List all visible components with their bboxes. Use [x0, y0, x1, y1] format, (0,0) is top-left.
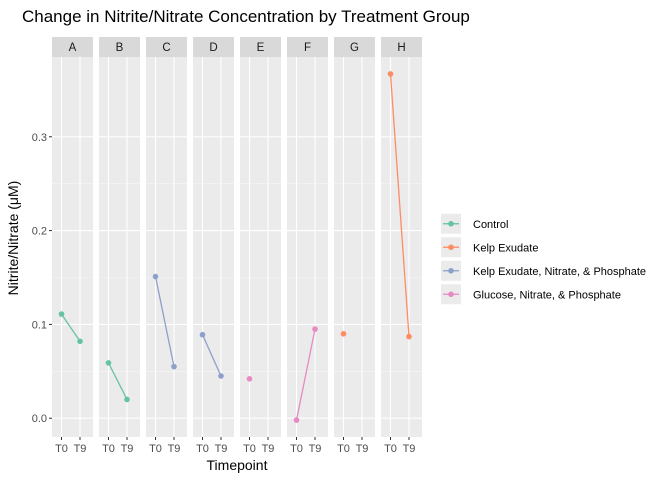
- x-tick-label: T9: [309, 443, 322, 455]
- series-line: [154, 276, 175, 367]
- x-tick-label: T0: [55, 443, 68, 455]
- legend-key-point: [448, 267, 454, 274]
- x-tick-label: T0: [243, 443, 256, 455]
- data-point: [312, 326, 318, 332]
- data-point: [293, 417, 300, 423]
- facet-strip: [193, 37, 234, 57]
- panel-background: [146, 57, 187, 437]
- data-point: [58, 311, 65, 317]
- facet-panel-a: A T0 T9: [52, 37, 93, 455]
- facet-strip: [334, 37, 375, 57]
- facet-panel-g: G T0 T9: [334, 37, 375, 455]
- x-tick-label: T9: [121, 443, 134, 455]
- legend-key-point: [448, 244, 454, 251]
- legend-background: [438, 209, 660, 309]
- panel-background: [334, 57, 375, 437]
- series-line: [201, 334, 222, 377]
- x-tick-label: T9: [74, 443, 87, 455]
- legend-item: Glucose, Nitrate, & Phosphate: [441, 284, 621, 305]
- facet-strip-label: H: [397, 42, 405, 54]
- facet-strip: [146, 37, 187, 57]
- x-tick-label: T9: [356, 443, 369, 455]
- x-tick-label: T9: [403, 443, 416, 455]
- y-tick-label: 0.1: [32, 319, 47, 331]
- series-line: [60, 313, 81, 342]
- facet-panel-b: B T0 T9: [99, 37, 140, 455]
- x-tick-label: T0: [290, 443, 303, 455]
- x-tick-label: T9: [168, 443, 181, 455]
- x-tick-label: T9: [215, 443, 228, 455]
- x-tick-label: T0: [149, 443, 162, 455]
- facet-strip: [240, 37, 281, 57]
- data-point: [105, 360, 112, 366]
- chart-title: Change in Nitrite/Nitrate Concentration …: [22, 7, 470, 26]
- data-point: [387, 71, 394, 77]
- data-point: [246, 376, 253, 382]
- panel-background: [240, 57, 281, 437]
- x-axis-title: Timepoint: [207, 457, 268, 473]
- legend-label: Control: [473, 219, 508, 231]
- data-point: [199, 331, 206, 338]
- facet-panel-e: E T0 T9: [240, 37, 281, 455]
- facet-strip-label: E: [257, 42, 265, 54]
- panel-background: [52, 57, 93, 437]
- x-tick-label: T0: [102, 443, 115, 455]
- facet-panels: A T0 T9 B T0 T9 C T0 T9 D T0 T9 E T0 T9 F T0 T9 G T0 T9 H T0 T9: [52, 37, 422, 455]
- facet-panel-d: D T0 T9: [193, 37, 234, 455]
- y-axis-title: Nitrite/Nitrate (μM): [5, 181, 21, 296]
- facet-strip-label: F: [304, 42, 311, 54]
- y-tick-label: 0.3: [32, 132, 47, 144]
- panel-background: [99, 57, 140, 437]
- facet-strip: [287, 37, 328, 57]
- facet-strip-label: A: [69, 42, 77, 54]
- facet-strip-label: G: [350, 42, 359, 54]
- data-point: [124, 396, 130, 403]
- legend-key-point: [448, 291, 454, 298]
- facet-strip: [99, 37, 140, 57]
- panel-background: [287, 57, 328, 437]
- panel-background: [193, 57, 234, 437]
- facet-panel-f: F T0 T9: [287, 37, 328, 455]
- data-point: [171, 363, 177, 370]
- panel-background: [381, 57, 422, 437]
- data-point: [340, 330, 347, 337]
- legend-item: Control: [441, 213, 508, 234]
- x-tick-label: T0: [337, 443, 350, 455]
- series-line: [107, 362, 128, 400]
- legend-label: Kelp Exudate, Nitrate, & Phosphate: [473, 266, 646, 278]
- x-tick-label: T0: [196, 443, 209, 455]
- facet-strip-label: D: [209, 42, 217, 54]
- facet-strip: [52, 37, 93, 57]
- legend-label: Glucose, Nitrate, & Phosphate: [473, 289, 621, 301]
- legend: Control Kelp Exudate Kelp Exudate, Nitrate…: [438, 209, 660, 309]
- data-point: [152, 273, 159, 280]
- legend-item: Kelp Exudate: [441, 237, 538, 258]
- facet-strip: [381, 37, 422, 57]
- facet-panel-c: C T0 T9: [146, 37, 187, 455]
- y-tick-label: 0.2: [32, 226, 47, 238]
- x-tick-label: T0: [384, 443, 397, 455]
- legend-item: Kelp Exudate, Nitrate, & Phosphate: [441, 260, 646, 281]
- series-line: [295, 328, 316, 421]
- data-point: [77, 338, 83, 345]
- data-point: [406, 333, 412, 340]
- data-point: [218, 373, 224, 379]
- facet-panel-h: H T0 T9: [381, 37, 422, 455]
- x-tick-label: T9: [262, 443, 275, 455]
- legend-key-point: [448, 220, 454, 227]
- series-line: [389, 73, 410, 337]
- y-tick-label: 0.0: [32, 413, 47, 425]
- facet-strip-label: B: [116, 42, 124, 54]
- legend-label: Kelp Exudate: [473, 242, 538, 254]
- facet-strip-label: C: [162, 42, 170, 54]
